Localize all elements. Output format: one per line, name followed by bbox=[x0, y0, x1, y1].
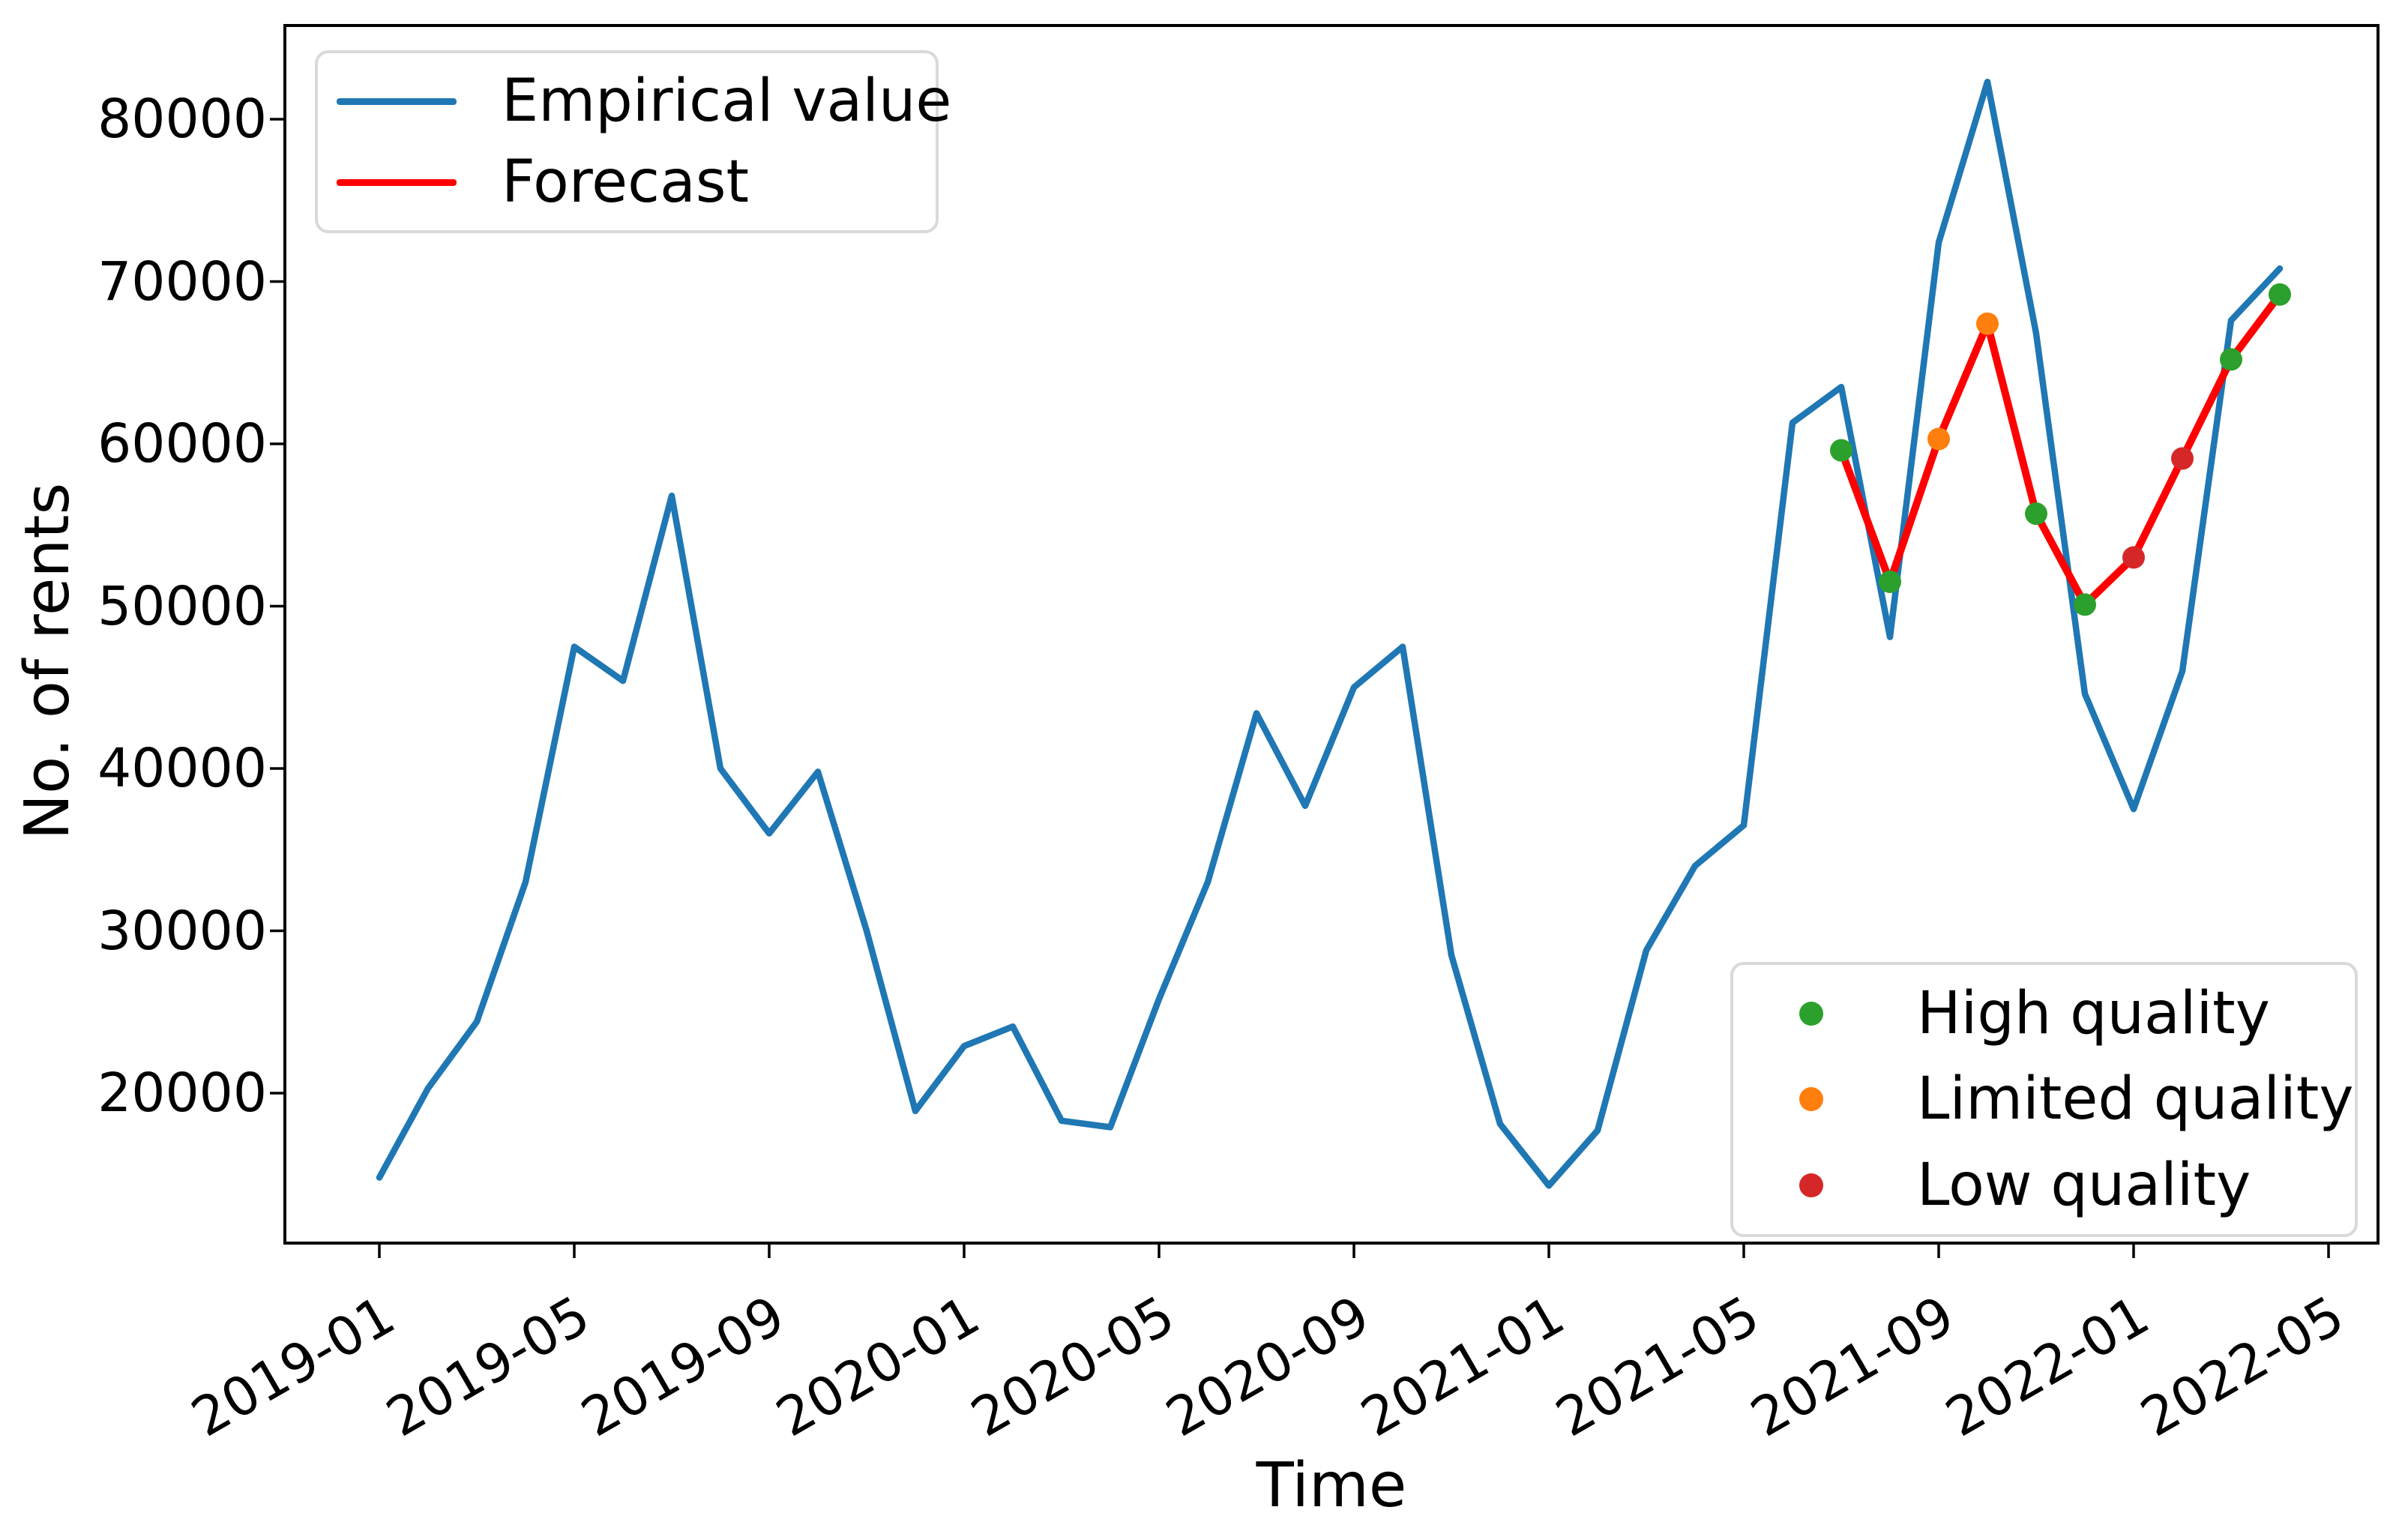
scatter-dot-high bbox=[2025, 502, 2047, 526]
legend-row-low-quality: Low quality bbox=[1733, 1143, 2355, 1228]
limited-quality-dot-swatch bbox=[1799, 1087, 1823, 1112]
legend-row-empirical: Empirical value bbox=[318, 61, 951, 142]
scatter-dot-high bbox=[1830, 439, 1852, 462]
high-quality-dot-swatch bbox=[1799, 1002, 1823, 1026]
legend-label-empirical: Empirical value bbox=[502, 67, 952, 135]
y-tick-label: 20000 bbox=[97, 1062, 267, 1124]
y-axis-label: No. of rents bbox=[12, 482, 83, 840]
y-tick-label: 30000 bbox=[97, 899, 267, 962]
legend-quality: High quality Limited quality Low quality bbox=[1730, 962, 2358, 1237]
legend-row-forecast: Forecast bbox=[318, 142, 936, 223]
low-quality-dot-swatch bbox=[1799, 1173, 1823, 1197]
y-tick-label: 40000 bbox=[97, 737, 267, 799]
y-tick-label: 50000 bbox=[97, 574, 267, 637]
empirical-line bbox=[376, 78, 2284, 1189]
y-tick-label: 70000 bbox=[97, 250, 267, 313]
scatter-dot-low bbox=[2171, 447, 2194, 470]
axes-frame bbox=[283, 24, 2380, 1245]
legend-label-limited-quality: Limited quality bbox=[1917, 1065, 2354, 1134]
legend-label-forecast: Forecast bbox=[502, 148, 750, 216]
empirical-line-swatch bbox=[337, 97, 457, 105]
x-axis-label: Time bbox=[1256, 1450, 1407, 1519]
forecast-line bbox=[1837, 290, 2284, 609]
scatter-dot-limited bbox=[1976, 312, 1999, 335]
legend-label-low-quality: Low quality bbox=[1917, 1151, 2251, 1219]
scatter-dot-high bbox=[1879, 571, 1901, 594]
legend-row-limited-quality: Limited quality bbox=[1733, 1056, 2355, 1142]
scatter-dot-high bbox=[2220, 348, 2242, 371]
y-tick-label: 60000 bbox=[97, 412, 267, 475]
legend-label-high-quality: High quality bbox=[1917, 980, 2270, 1048]
legend-lines: Empirical value Forecast bbox=[315, 50, 951, 233]
scatter-dot-low bbox=[2122, 546, 2145, 569]
legend-row-high-quality: High quality bbox=[1733, 971, 2355, 1056]
y-tick-label: 80000 bbox=[97, 88, 267, 150]
scatter-dot-high bbox=[2269, 283, 2291, 306]
scatter-dot-high bbox=[2074, 593, 2096, 616]
forecast-line-swatch bbox=[337, 178, 457, 186]
scatter-dot-limited bbox=[1927, 427, 1950, 451]
